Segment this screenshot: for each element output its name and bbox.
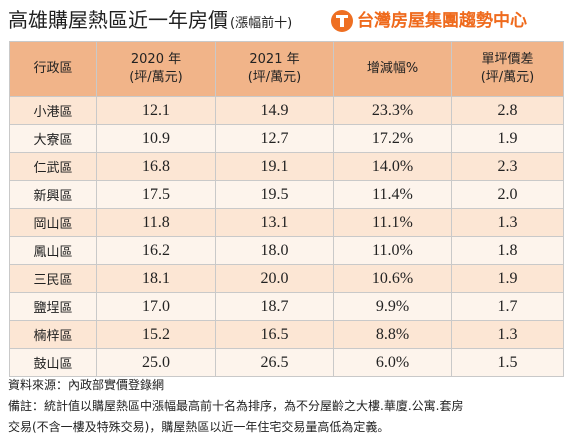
- cell-district: 楠梓區: [9, 320, 97, 349]
- cell-2020: 11.8: [96, 208, 216, 237]
- cell-change: 11.0%: [333, 236, 452, 265]
- cell-2021: 14.9: [215, 96, 334, 125]
- cell-2021: 16.5: [215, 320, 334, 349]
- cell-district: 鳳山區: [9, 236, 97, 265]
- cell-district: 小港區: [9, 96, 97, 125]
- brand-logo: 台灣房屋集團趨勢中心: [331, 8, 527, 34]
- cell-2021: 26.5: [215, 348, 334, 377]
- cell-2021: 18.7: [215, 292, 334, 321]
- header-2021-unit: (坪/萬元): [247, 70, 302, 85]
- cell-district: 仁武區: [9, 152, 97, 181]
- cell-2020: 17.5: [96, 180, 216, 209]
- brand-mark-icon: [331, 10, 353, 32]
- cell-change: 6.0%: [333, 348, 452, 377]
- table-row: 鼓山區 25.0 26.5 6.0% 1.5: [9, 348, 564, 377]
- cell-diff: 1.9: [451, 264, 564, 293]
- cell-2021: 12.7: [215, 124, 334, 153]
- source-note: 資料來源：內政部實價登錄網: [8, 378, 165, 392]
- cell-change: 10.6%: [333, 264, 452, 293]
- header-diff-label: 單坪價差: [481, 52, 534, 67]
- title-note: (漲幅前十): [230, 16, 293, 31]
- page-title: 高雄購屋熱區近一年房價 (漲幅前十): [8, 8, 292, 36]
- cell-diff: 2.8: [451, 96, 564, 125]
- cell-change: 23.3%: [333, 96, 452, 125]
- header-change: 增減幅%: [333, 41, 452, 97]
- cell-2021: 18.0: [215, 236, 334, 265]
- cell-change: 14.0%: [333, 152, 452, 181]
- header-2020-label: 2020 年: [130, 52, 182, 67]
- table-row: 鹽埕區 17.0 18.7 9.9% 1.7: [9, 292, 564, 321]
- cell-2020: 12.1: [96, 96, 216, 125]
- table-row: 小港區 12.1 14.9 23.3% 2.8: [9, 96, 564, 125]
- cell-diff: 1.3: [451, 208, 564, 237]
- brand-name: 台灣房屋集團趨勢中心: [357, 11, 527, 31]
- table-body: 小港區 12.1 14.9 23.3% 2.8 大寮區 10.9 12.7 17…: [9, 96, 564, 377]
- header-2020-unit: (坪/萬元): [129, 70, 183, 85]
- cell-diff: 1.7: [451, 292, 564, 321]
- cell-district: 岡山區: [9, 208, 97, 237]
- table-row: 鳳山區 16.2 18.0 11.0% 1.8: [9, 236, 564, 265]
- header-2020: 2020 年 (坪/萬元): [96, 41, 216, 97]
- cell-change: 8.8%: [333, 320, 452, 349]
- price-table: 行政區 2020 年 (坪/萬元) 2021 年 (坪/萬元) 增減幅% 單坪價…: [9, 41, 564, 377]
- cell-district: 新興區: [9, 180, 97, 209]
- cell-change: 9.9%: [333, 292, 452, 321]
- header: 高雄購屋熱區近一年房價 (漲幅前十) 台灣房屋集團趨勢中心: [0, 0, 573, 40]
- remark-line-1: 備註：統計值以購屋熱區中漲幅最高前十名為排序，為不分屋齡之大樓.華廈.公寓.套房: [8, 399, 464, 413]
- cell-diff: 1.8: [451, 236, 564, 265]
- header-diff-unit: (坪/萬元): [480, 70, 535, 85]
- cell-diff: 1.9: [451, 124, 564, 153]
- cell-change: 11.4%: [333, 180, 452, 209]
- cell-diff: 1.5: [451, 348, 564, 377]
- cell-district: 大寮區: [9, 124, 97, 153]
- cell-2020: 25.0: [96, 348, 216, 377]
- footnotes: 資料來源：內政部實價登錄網 備註：統計值以購屋熱區中漲幅最高前十名為排序，為不分…: [8, 375, 568, 438]
- cell-2020: 15.2: [96, 320, 216, 349]
- cell-2021: 19.5: [215, 180, 334, 209]
- table-row: 仁武區 16.8 19.1 14.0% 2.3: [9, 152, 564, 181]
- header-district-label: 行政區: [33, 61, 73, 76]
- cell-2020: 17.0: [96, 292, 216, 321]
- cell-diff: 2.0: [451, 180, 564, 209]
- table-row: 新興區 17.5 19.5 11.4% 2.0: [9, 180, 564, 209]
- cell-2020: 18.1: [96, 264, 216, 293]
- cell-2021: 20.0: [215, 264, 334, 293]
- cell-district: 三民區: [9, 264, 97, 293]
- header-2021: 2021 年 (坪/萬元): [215, 41, 334, 97]
- cell-2020: 16.8: [96, 152, 216, 181]
- title-main: 高雄購屋熱區近一年房價: [8, 8, 228, 32]
- remark-line-2: 交易(不含一樓及特殊交易)，購屋熱區以近一年住宅交易量高低為定義。: [8, 420, 390, 434]
- header-2021-label: 2021 年: [249, 52, 300, 67]
- cell-diff: 1.3: [451, 320, 564, 349]
- header-row: 行政區 2020 年 (坪/萬元) 2021 年 (坪/萬元) 增減幅% 單坪價…: [9, 41, 564, 97]
- cell-2021: 13.1: [215, 208, 334, 237]
- cell-diff: 2.3: [451, 152, 564, 181]
- table-row: 三民區 18.1 20.0 10.6% 1.9: [9, 264, 564, 293]
- cell-change: 11.1%: [333, 208, 452, 237]
- header-district: 行政區: [9, 41, 97, 97]
- table-row: 岡山區 11.8 13.1 11.1% 1.3: [9, 208, 564, 237]
- cell-2020: 10.9: [96, 124, 216, 153]
- cell-change: 17.2%: [333, 124, 452, 153]
- header-change-label: 增減幅%: [366, 61, 419, 76]
- header-diff: 單坪價差 (坪/萬元): [451, 41, 564, 97]
- table-row: 楠梓區 15.2 16.5 8.8% 1.3: [9, 320, 564, 349]
- cell-2021: 19.1: [215, 152, 334, 181]
- table-row: 大寮區 10.9 12.7 17.2% 1.9: [9, 124, 564, 153]
- cell-district: 鼓山區: [9, 348, 97, 377]
- cell-district: 鹽埕區: [9, 292, 97, 321]
- cell-2020: 16.2: [96, 236, 216, 265]
- table-header: 行政區 2020 年 (坪/萬元) 2021 年 (坪/萬元) 增減幅% 單坪價…: [9, 41, 564, 97]
